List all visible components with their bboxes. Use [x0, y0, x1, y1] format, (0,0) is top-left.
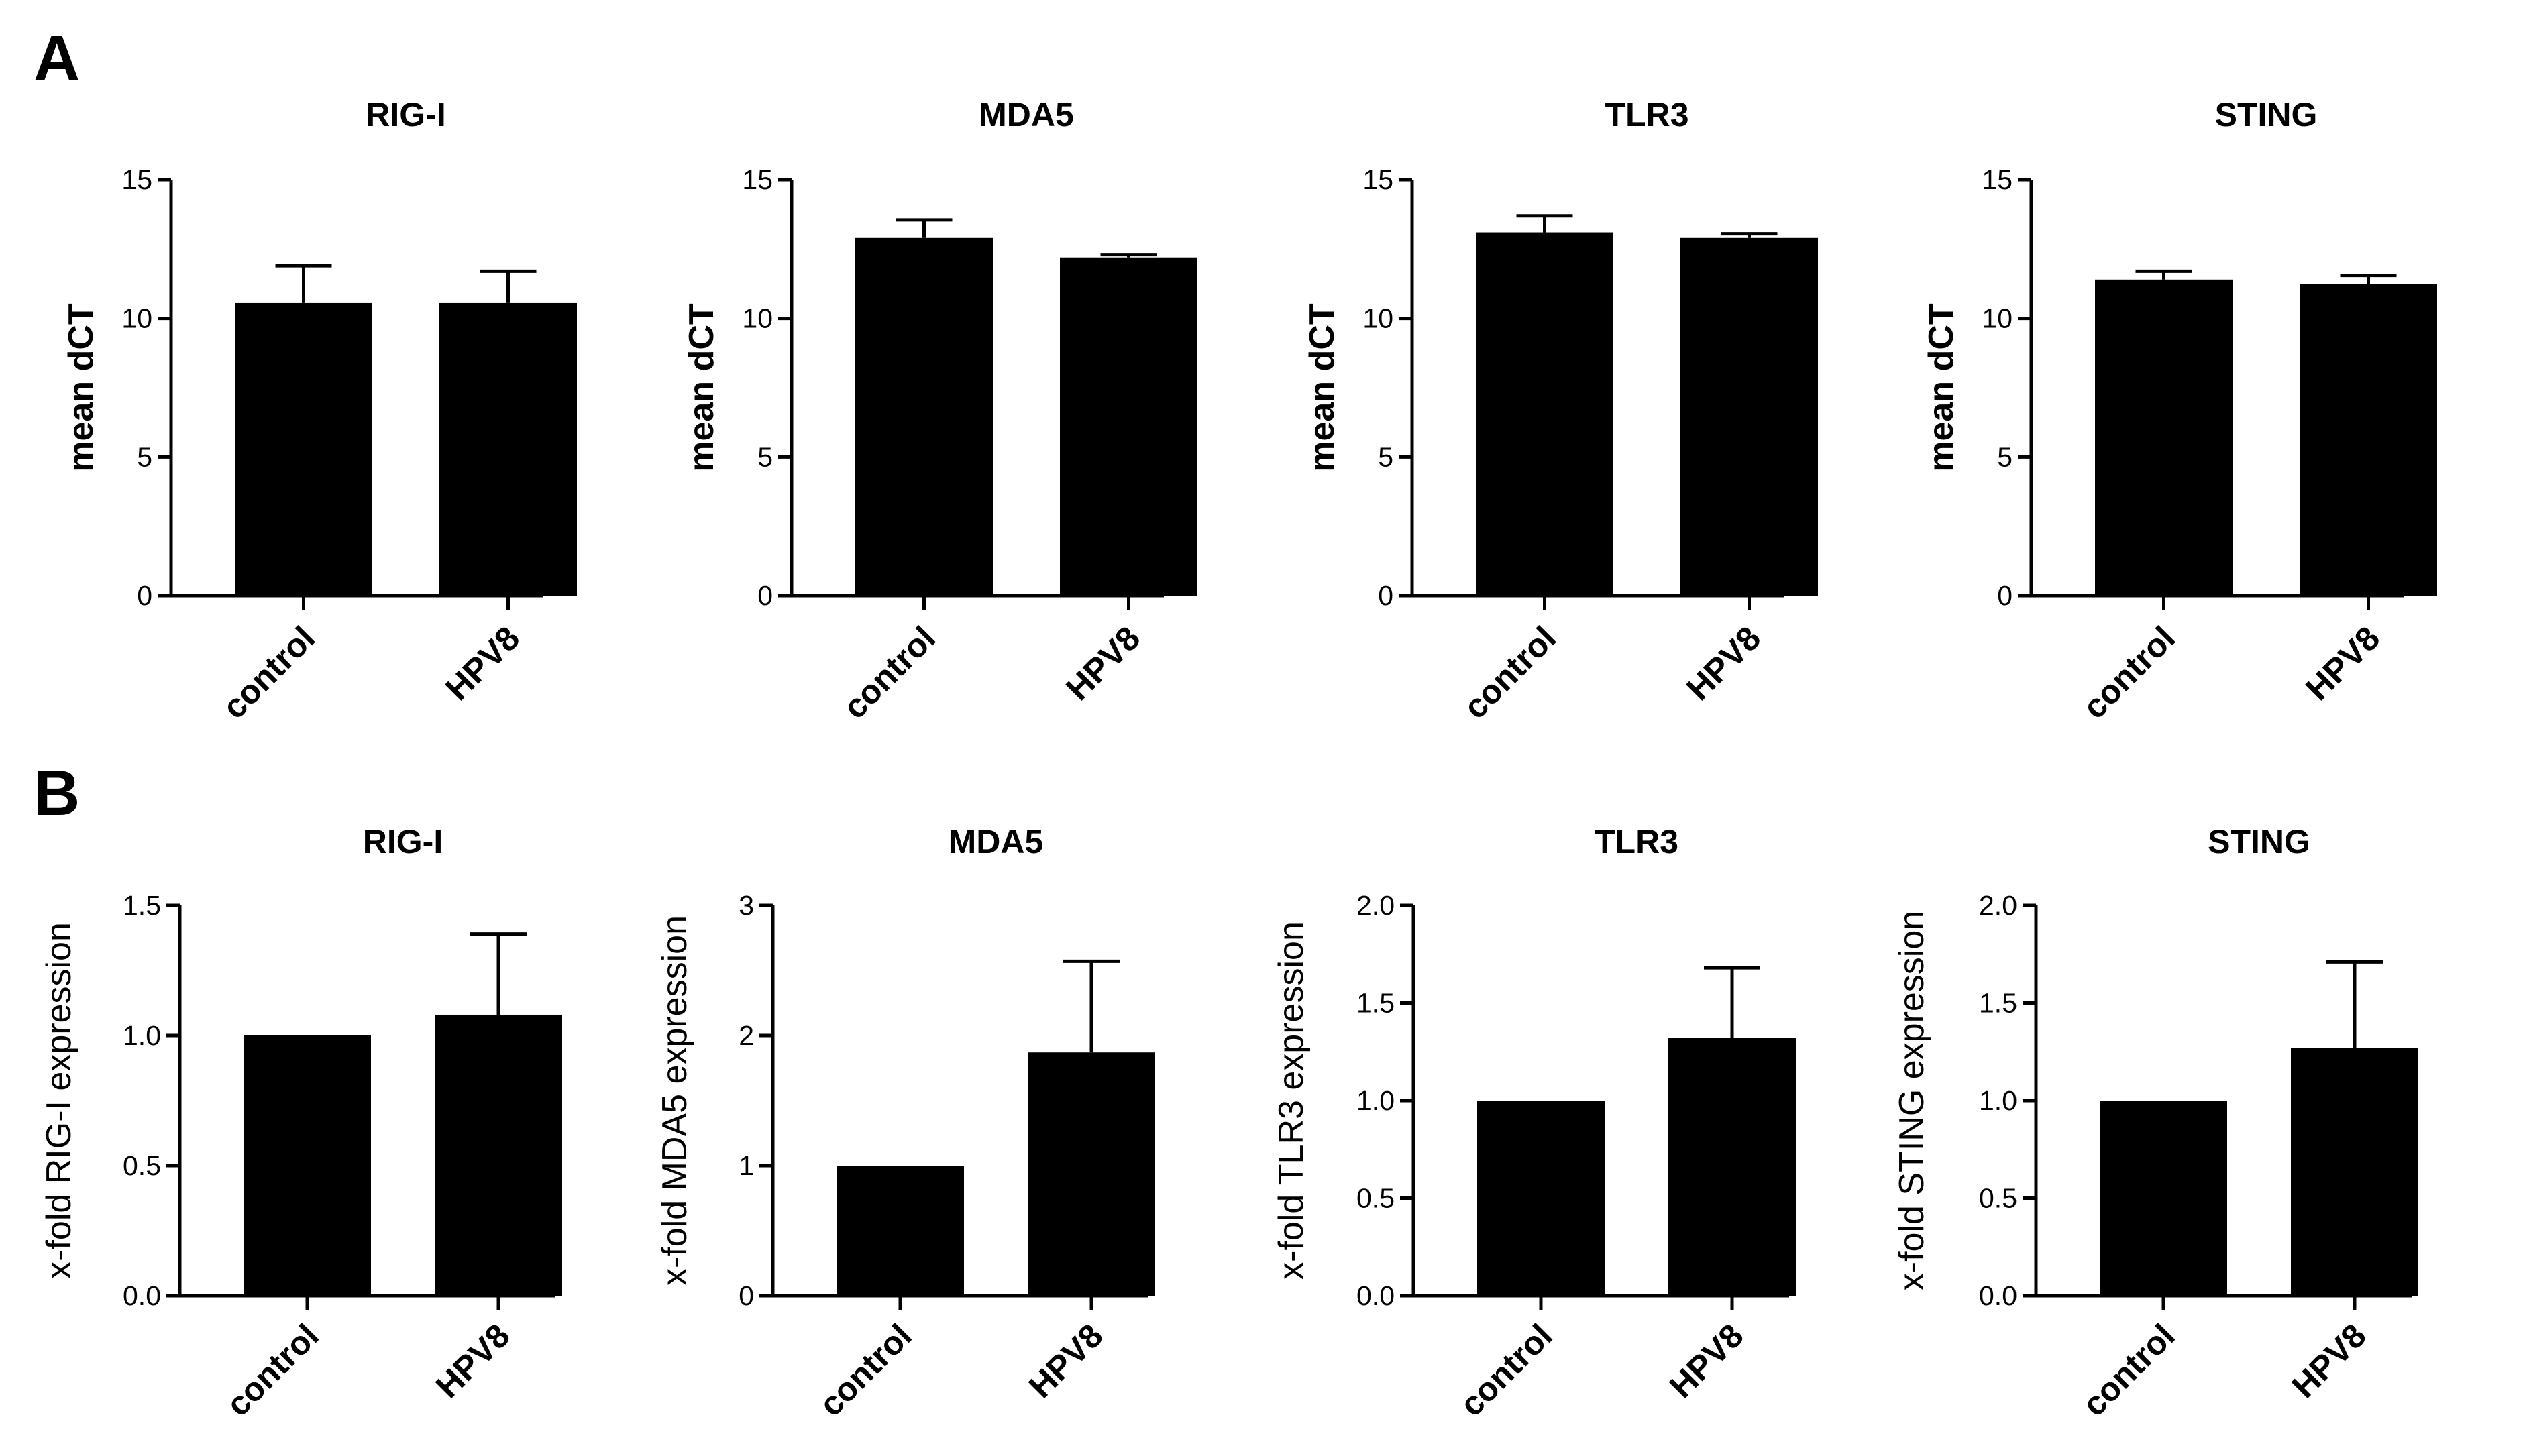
x-tick-label-hpv8: HPV8 — [2298, 619, 2387, 708]
y-tick-label: 2.0 — [1356, 890, 1395, 921]
y-tick-label: 1 — [739, 1150, 754, 1181]
y-tick-label: 0.0 — [1356, 1280, 1395, 1311]
bar-hpv8 — [2300, 284, 2437, 596]
chart-a-sting: STING 0 5 10 15 control HPV8 mean dCT — [1922, 96, 2437, 726]
chart-title: MDA5 — [949, 823, 1044, 860]
chart-b-sting: STING 0.0 0.5 1.0 1.5 2.0 control HPV8 x-fold ST… — [1892, 823, 2418, 1424]
y-tick-label: 1.0 — [1356, 1085, 1395, 1116]
x-tick-label-hpv8: HPV8 — [1662, 1317, 1751, 1405]
x-tick-label-control: control — [219, 1317, 325, 1423]
y-tick-label: 1.5 — [123, 890, 161, 921]
bar-control — [235, 302, 372, 596]
chart-title: TLR3 — [1595, 823, 1678, 860]
y-axis-label: mean dCT — [682, 303, 721, 472]
bar-hpv8 — [1668, 1038, 1796, 1296]
x-tick-label-hpv8: HPV8 — [438, 619, 527, 708]
bar-hpv8 — [1060, 257, 1197, 596]
bar-hpv8 — [1028, 1052, 1155, 1296]
y-tick-label: 1.0 — [123, 1020, 161, 1051]
bar-control — [244, 1035, 371, 1296]
chart-b-rig-i: RIG-I 0.0 0.5 1.0 1.5 control HPV8 x-fold RIG-I… — [40, 823, 562, 1424]
bar-hpv8 — [439, 302, 577, 596]
chart-a-mda5: MDA5 0 5 10 15 control HPV8 mean dCT — [682, 96, 1197, 726]
y-tick-label: 0.5 — [1356, 1183, 1395, 1214]
y-axis-label: x-fold STING expression — [1892, 911, 1931, 1290]
x-tick-label-control: control — [1452, 1317, 1559, 1423]
chart-title: STING — [2208, 823, 2310, 860]
y-tick-label: 5 — [1378, 441, 1393, 472]
y-axis-label: mean dCT — [62, 303, 101, 472]
y-tick-label: 1.5 — [1356, 988, 1395, 1019]
y-tick-label: 10 — [742, 303, 773, 334]
y-axis-label: mean dCT — [1303, 303, 1342, 472]
bar-hpv8 — [435, 1014, 562, 1296]
bar-hpv8 — [1680, 237, 1818, 596]
x-tick-label-control: control — [2076, 619, 2182, 726]
y-tick-label: 15 — [742, 164, 773, 195]
x-tick-label-control: control — [836, 619, 943, 726]
x-tick-label-control: control — [215, 619, 322, 726]
chart-b-mda5: MDA5 0 1 2 3 control HPV8 x-fold MDA5 expressio… — [655, 823, 1155, 1424]
chart-a-rig-i: RIG-I 0 5 10 15 control HPV8 mean dCT — [62, 96, 577, 726]
y-axis-label: mean dCT — [1922, 303, 1961, 472]
y-tick-label: 0.0 — [123, 1280, 161, 1311]
y-axis-label: x-fold RIG-I expression — [40, 922, 78, 1279]
y-tick-label: 3 — [739, 890, 754, 921]
y-tick-label: 10 — [1982, 303, 2012, 334]
y-tick-label: 10 — [121, 303, 152, 334]
panel-letter-a: A — [34, 23, 80, 95]
chart-title: RIG-I — [366, 96, 445, 133]
x-tick-label-hpv8: HPV8 — [1022, 1317, 1110, 1405]
bar-control — [837, 1166, 964, 1296]
x-tick-label-control: control — [812, 1317, 918, 1423]
y-tick-label: 0.0 — [1979, 1280, 2017, 1311]
y-tick-label: 0.5 — [1979, 1183, 2017, 1214]
y-tick-label: 0 — [137, 580, 152, 611]
chart-title: TLR3 — [1605, 96, 1689, 133]
y-axis-label: x-fold MDA5 expression — [655, 915, 694, 1286]
y-tick-label: 0.5 — [123, 1150, 161, 1181]
y-tick-label: 5 — [757, 441, 773, 472]
y-tick-label: 1.0 — [1979, 1085, 2017, 1116]
y-tick-label: 2 — [739, 1020, 754, 1051]
bar-control — [1477, 1101, 1605, 1296]
y-tick-label: 5 — [137, 441, 152, 472]
y-tick-label: 0 — [739, 1280, 754, 1311]
chart-a-tlr3: TLR3 0 5 10 15 control HPV8 mean dCT — [1303, 96, 1818, 726]
x-tick-label-control: control — [2075, 1317, 2182, 1423]
panel-letter-b: B — [34, 757, 80, 829]
bar-control — [2100, 1101, 2227, 1296]
y-tick-label: 15 — [1362, 164, 1393, 195]
y-tick-label: 2.0 — [1979, 890, 2017, 921]
y-tick-label: 0 — [1997, 580, 2012, 611]
chart-title: RIG-I — [363, 823, 443, 860]
bar-control — [855, 237, 993, 596]
y-tick-label: 10 — [1362, 303, 1393, 334]
bar-hpv8 — [2291, 1048, 2418, 1296]
chart-b-tlr3: TLR3 0.0 0.5 1.0 1.5 2.0 control HPV8 x-fold TLR… — [1272, 823, 1796, 1424]
y-tick-label: 15 — [1982, 164, 2012, 195]
y-tick-label: 1.5 — [1979, 988, 2017, 1019]
x-tick-label-control: control — [1456, 619, 1563, 726]
x-tick-label-hpv8: HPV8 — [1059, 619, 1147, 708]
y-tick-label: 0 — [757, 580, 773, 611]
bar-control — [2095, 279, 2233, 596]
y-axis-label: x-fold TLR3 expression — [1272, 921, 1311, 1280]
x-tick-label-hpv8: HPV8 — [2285, 1317, 2373, 1405]
chart-title: MDA5 — [979, 96, 1074, 133]
y-tick-label: 15 — [121, 164, 152, 195]
y-tick-label: 0 — [1378, 580, 1393, 611]
y-tick-label: 5 — [1997, 441, 2012, 472]
chart-title: STING — [2215, 96, 2318, 133]
x-tick-label-hpv8: HPV8 — [429, 1317, 517, 1405]
x-tick-label-hpv8: HPV8 — [1679, 619, 1768, 708]
bar-control — [1476, 232, 1613, 596]
